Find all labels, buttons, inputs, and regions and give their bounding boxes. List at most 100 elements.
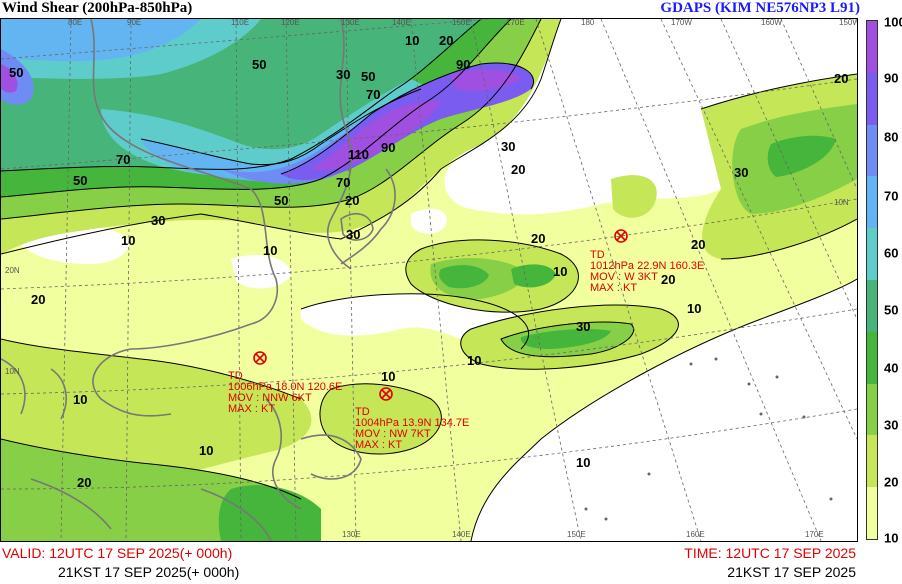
- contour-label: 10: [687, 301, 701, 316]
- contour-label: 10: [73, 392, 87, 407]
- colorbar-segment: [867, 72, 877, 125]
- contour-label: 20: [77, 475, 91, 490]
- contour-label: 10: [381, 369, 395, 384]
- wind-shear-map: 50 50 70 50 30 10 20 30 50 70 90 110 90 …: [0, 18, 858, 542]
- init-time: TIME: 12UTC 17 SEP 2025: [684, 545, 856, 561]
- storm-markers: [253, 229, 628, 401]
- contour-label: 10: [553, 264, 567, 279]
- lon-label: 140E: [452, 530, 471, 539]
- contour-label: 20: [691, 237, 705, 252]
- lon-label: 150E: [567, 530, 586, 539]
- contour-label: 20: [31, 292, 45, 307]
- lon-label: 160W: [761, 19, 782, 27]
- storm-max-wind: MAX : KT: [355, 439, 403, 451]
- colorbar-label: 40: [884, 360, 899, 376]
- contour-label: 50: [361, 69, 375, 84]
- contour-label: 10: [576, 455, 590, 470]
- storm-2-label: TD 1004hPa 13.9N 134.7E MOV : NW 7KT MAX…: [355, 407, 469, 451]
- lat-label: 20N: [5, 266, 20, 275]
- shading-above-100: [1, 64, 521, 171]
- model-title: GDAPS (KIM NE576NP3 L91): [660, 0, 860, 16]
- colorbar-label: 90: [884, 70, 899, 86]
- contour-label: 70: [116, 152, 130, 167]
- storm-type: TD: [590, 249, 605, 261]
- lon-label: 150E: [452, 19, 471, 27]
- lon-label: 170E: [506, 19, 525, 27]
- colorbar-label: 80: [884, 129, 899, 145]
- colorbar-segment: [867, 331, 877, 384]
- lon-label: 150W: [839, 19, 857, 27]
- lon-label: 110E: [231, 19, 249, 27]
- colorbar-label: 30: [884, 417, 899, 433]
- lon-label: 140E: [392, 19, 411, 27]
- contour-label: 70: [336, 175, 350, 190]
- contour-label: 30: [336, 67, 350, 82]
- colorbar-label: 70: [884, 188, 899, 204]
- colorbar-segment: [867, 176, 877, 229]
- lat-label: 10N: [834, 198, 849, 207]
- storm-max-wind: MAX : KT: [228, 403, 276, 415]
- lon-label: 130E: [341, 19, 360, 27]
- colorbar-label: 60: [884, 245, 899, 261]
- colorbar-label: 100: [884, 14, 902, 30]
- storm-pressure-position: 1012hPa 22.9N 160.3E: [590, 260, 705, 272]
- contour-label: 10: [199, 443, 213, 458]
- valid-time-kst: 21KST 17 SEP 2025(+ 000h): [58, 564, 240, 580]
- storm-type: TD: [355, 406, 370, 418]
- lon-label: 170E: [805, 530, 824, 539]
- lat-label: 10N: [5, 367, 20, 376]
- contour-label: 20: [531, 231, 545, 246]
- contour-label: 20: [511, 162, 525, 177]
- storm-max-wind: MAX : KT: [590, 282, 638, 294]
- contour-label: 50: [9, 65, 23, 80]
- colorbar-segment: [867, 280, 877, 332]
- shading-70-80: [1, 19, 441, 182]
- contour-label: 20: [661, 272, 675, 287]
- storm-3-label: TD 1012hPa 22.9N 160.3E MOV : W 3KT MAX …: [590, 250, 704, 294]
- contour-label: 90: [381, 140, 395, 155]
- lon-label: 170W: [671, 19, 692, 27]
- contour-label: 30: [576, 319, 590, 334]
- storm-movement: MOV : NNW 6KT: [228, 392, 312, 404]
- colorbar-segment: [867, 383, 877, 436]
- contour-label: 50: [73, 173, 87, 188]
- lon-label: 160E: [686, 530, 705, 539]
- colorbar-segment: [867, 487, 877, 539]
- colorbar-label: 20: [884, 474, 899, 490]
- contour-label: 30: [734, 165, 748, 180]
- contour-label: 10: [263, 243, 277, 258]
- storm-marker-icon: [253, 351, 267, 365]
- colorbar-segment: [867, 228, 877, 280]
- colorbar-segment: [867, 124, 877, 177]
- map-canvas: 50 50 70 50 30 10 20 30 50 70 90 110 90 …: [1, 19, 857, 541]
- storm-1-label: TD 1006hPa 18.0N 120.6E MOV : NNW 6KT MA…: [228, 371, 342, 415]
- init-time-kst: 21KST 17 SEP 2025: [727, 564, 856, 580]
- contour-label: 20: [439, 33, 453, 48]
- lon-label: 80E: [68, 19, 82, 27]
- coastlines: [1, 19, 396, 541]
- chart-title: Wind Shear (200hPa-850hPa): [2, 0, 193, 16]
- storm-pressure-position: 1004hPa 13.9N 134.7E: [355, 417, 470, 429]
- contour-label: 30: [151, 213, 165, 228]
- coordinate-labels: 20N 10N 10N 80E 90E 110E 120E 130E 140E …: [5, 19, 857, 539]
- contour-label: 110: [348, 147, 369, 162]
- storm-type: TD: [228, 370, 243, 382]
- contour-label: 30: [346, 227, 360, 242]
- contour-label: 10: [121, 233, 135, 248]
- contour-label-group: 50 50 70 50 30 10 20 30 50 70 90 110 90 …: [9, 33, 848, 490]
- contour-label: 10: [467, 353, 481, 368]
- contour-label: 70: [366, 87, 380, 102]
- valid-time: VALID: 12UTC 17 SEP 2025(+ 000h): [2, 545, 233, 561]
- contour-label: 90: [456, 57, 470, 72]
- islands: [584, 357, 833, 521]
- colorbar-label: 50: [884, 302, 899, 318]
- lon-label: 130E: [342, 530, 361, 539]
- colorbar: [866, 20, 878, 540]
- contour-label: 50: [252, 57, 266, 72]
- contour-label: 30: [501, 139, 515, 154]
- colorbar-segment: [867, 435, 877, 488]
- lon-label: 180: [581, 19, 595, 27]
- storm-marker-icon: [379, 387, 393, 401]
- contour-label: 50: [274, 193, 288, 208]
- storm-marker-icon: [614, 229, 628, 243]
